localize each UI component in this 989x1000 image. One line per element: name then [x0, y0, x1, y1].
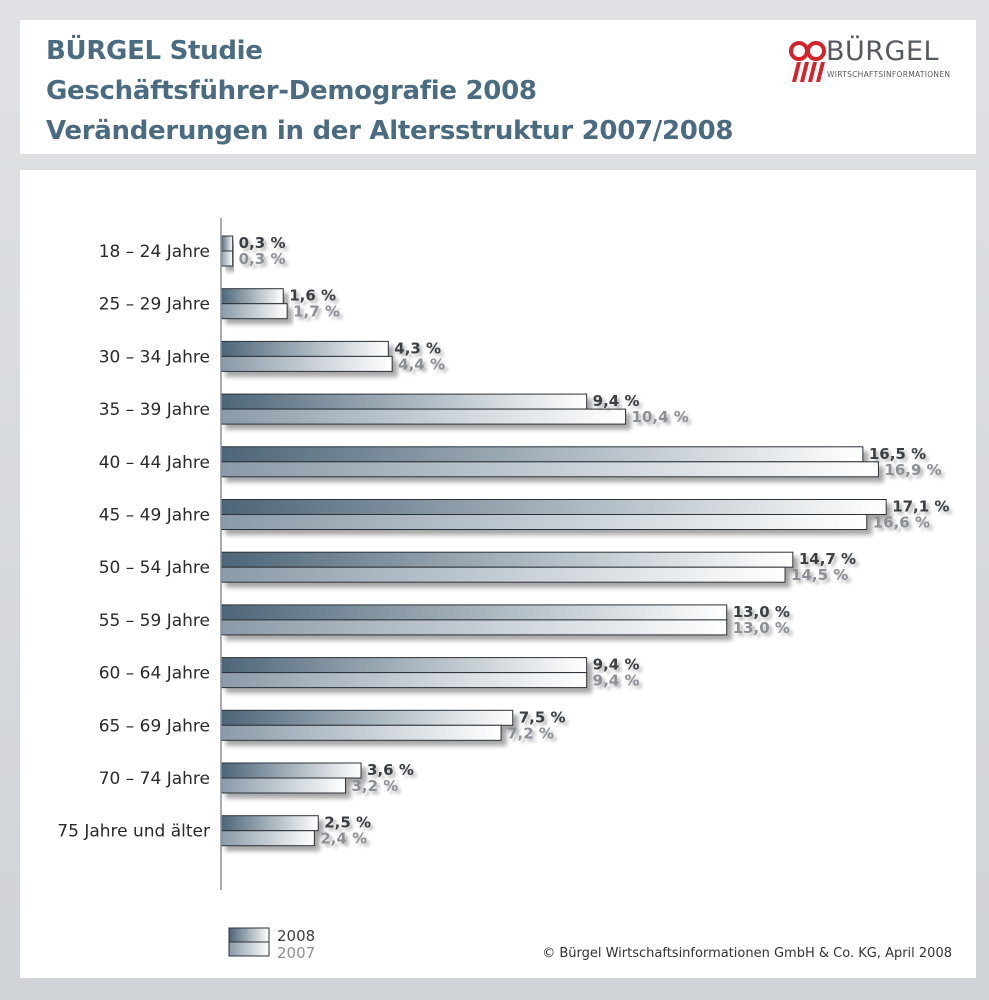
header: BÜRGEL Studie Geschäftsführer-Demografie… — [20, 20, 976, 154]
data-label-2007: 2,4 % — [320, 830, 367, 848]
bar-2008 — [220, 393, 588, 410]
category-label: 65 – 69 Jahre — [99, 716, 210, 736]
legend-label-2008: 2008 — [277, 927, 315, 945]
logo-subtitle: WIRTSCHAFTSINFORMATIONEN — [827, 70, 951, 79]
data-label-2007: 1,7 % — [293, 303, 340, 321]
bar-2007 — [220, 250, 234, 267]
bar-2007 — [220, 619, 728, 636]
bar-2007 — [220, 355, 393, 372]
data-label-2007: 7,2 % — [507, 724, 554, 742]
category-label: 45 – 49 Jahre — [99, 506, 210, 526]
bar-2008 — [220, 551, 794, 568]
page-subtitle-2: Veränderungen in der Altersstruktur 2007… — [46, 116, 734, 146]
bar-2008 — [220, 340, 389, 357]
chart-panel: 0,3 % 0,3 % 18 – 24 Jahre 1,6 % 1,7 % 25 – 29… — [20, 170, 976, 978]
logo-name: BÜRGEL — [826, 36, 940, 67]
data-label-2007: 16,9 % — [884, 461, 941, 479]
logo: BÜRGEL WIRTSCHAFTSINFORMATIONEN — [768, 34, 968, 94]
data-label-2008: 13,0 % — [733, 603, 790, 621]
data-label-2007: 10,4 % — [632, 408, 689, 426]
bar-2008 — [220, 604, 728, 621]
bar-2008 — [220, 709, 514, 726]
bar-2008 — [220, 288, 284, 305]
category-label: 25 – 29 Jahre — [99, 295, 210, 315]
data-label-2008: 9,4 % — [593, 656, 640, 674]
data-label-2008: 4,3 % — [394, 339, 441, 357]
bar-2007 — [220, 408, 627, 425]
data-label-2008: 14,7 % — [799, 550, 856, 568]
bar-2007 — [220, 461, 879, 478]
category-label: 30 – 34 Jahre — [99, 347, 210, 367]
legend-swatch-2007 — [228, 941, 270, 957]
data-label-2008: 7,5 % — [519, 708, 566, 726]
bar-2007 — [220, 514, 868, 530]
copyright-text: © Bürgel Wirtschaftsinformationen GmbH &… — [542, 946, 952, 961]
data-label-2008: 0,3 % — [239, 234, 286, 252]
data-label-2007: 4,4 % — [398, 355, 445, 373]
data-label-2008: 2,5 % — [324, 814, 371, 832]
data-label-2008: 17,1 % — [892, 498, 949, 516]
data-label-2007: 3,2 % — [351, 777, 398, 795]
page-title: BÜRGEL Studie — [46, 36, 263, 66]
data-label-2007: 9,4 % — [593, 672, 640, 690]
bar-2007 — [220, 830, 315, 847]
bar-2007 — [220, 672, 588, 689]
category-label: 55 – 59 Jahre — [99, 611, 210, 631]
bar-2008 — [220, 657, 588, 674]
bar-chart: 0,3 %0,3 % 18 – 24 Jahre 1,6 %1,7 % 25 – 29… — [57, 218, 955, 962]
category-label: 50 – 54 Jahre — [99, 558, 210, 578]
data-label-2008: 1,6 % — [289, 287, 336, 305]
bar-2008 — [220, 235, 234, 252]
bar-2007 — [220, 724, 502, 741]
data-label-2008: 9,4 % — [593, 392, 640, 410]
bar-2008 — [220, 499, 887, 515]
logo-mark-icon — [789, 41, 826, 82]
bar-2008 — [220, 446, 864, 463]
data-label-2008: 3,6 % — [367, 761, 414, 779]
bar-2007 — [220, 303, 288, 320]
data-label-2007: 13,0 % — [733, 619, 790, 637]
legend-label-2007: 2007 — [277, 944, 315, 962]
category-label: 70 – 74 Jahre — [99, 769, 210, 789]
data-label-2007: 14,5 % — [791, 566, 848, 584]
category-label: 18 – 24 Jahre — [99, 242, 210, 262]
category-label: 35 – 39 Jahre — [99, 400, 210, 420]
bar-2008 — [220, 815, 319, 832]
bar-2007 — [220, 566, 786, 583]
category-label: 40 – 44 Jahre — [99, 453, 210, 473]
bar-2007 — [220, 777, 346, 794]
legend-swatch-2008 — [228, 927, 270, 943]
data-label-2007: 0,3 % — [239, 250, 286, 268]
category-label: 60 – 64 Jahre — [99, 664, 210, 684]
bar-2008 — [220, 762, 362, 779]
data-label-2007: 16,6 % — [873, 514, 930, 532]
data-label-2008: 16,5 % — [869, 445, 926, 463]
page-subtitle: Geschäftsführer-Demografie 2008 — [46, 76, 537, 106]
category-label: 75 Jahre und älter — [57, 822, 210, 842]
